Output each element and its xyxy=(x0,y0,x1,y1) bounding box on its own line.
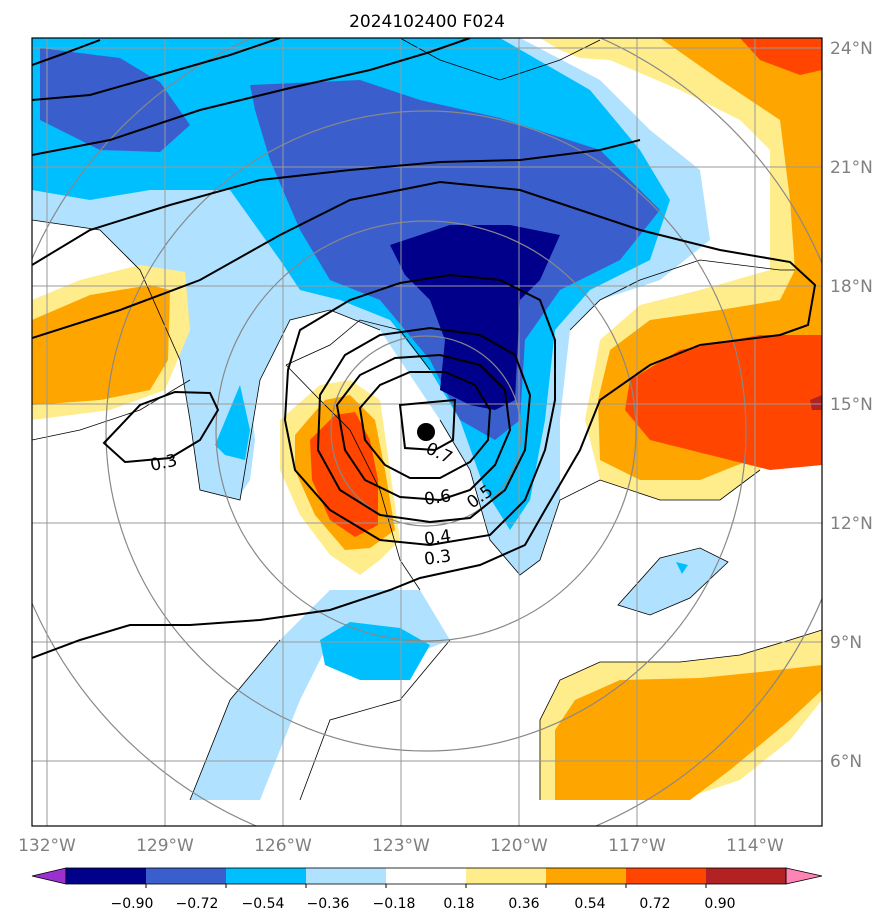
colorbar-tick-label: 0.18 xyxy=(443,896,474,912)
range-rings xyxy=(32,38,822,826)
lon-label: 129°W xyxy=(136,836,194,856)
positive-anomaly-field xyxy=(32,38,822,800)
lon-label: 126°W xyxy=(254,836,312,856)
colorbar-tick-label: 0.36 xyxy=(508,896,539,912)
lon-label: 120°W xyxy=(490,836,548,856)
storm-center-marker xyxy=(417,423,435,441)
colorbar-segment xyxy=(306,868,387,884)
thick-contours xyxy=(32,38,817,659)
colorbar-segment xyxy=(626,868,707,884)
map-frame xyxy=(31,37,823,827)
colorbar-tick-label: −0.90 xyxy=(111,896,154,912)
colorbar-tick-label: −0.54 xyxy=(242,896,285,912)
colorbar-extend-low xyxy=(31,867,67,885)
colorbar-tick-label: −0.36 xyxy=(307,896,350,912)
colorbar-segment xyxy=(546,868,627,884)
longitude-axis: 132°W 129°W 126°W 123°W 120°W 117°W 114°… xyxy=(18,836,784,856)
colorbar-tick-label: −0.18 xyxy=(373,896,416,912)
colorbar-tick-label: 0.54 xyxy=(574,896,605,912)
lat-label: 18°N xyxy=(830,277,873,297)
colorbar-tick-label: −0.72 xyxy=(176,896,219,912)
lon-label: 117°W xyxy=(608,836,666,856)
colorbar-segment xyxy=(386,868,467,884)
lat-label: 9°N xyxy=(830,633,862,653)
colorbar-tick-label: 0.90 xyxy=(704,896,735,912)
lon-label: 132°W xyxy=(18,836,76,856)
colorbar-segment xyxy=(226,868,307,884)
lat-label: 21°N xyxy=(830,158,873,178)
colorbar-frame xyxy=(65,867,787,885)
lon-label: 123°W xyxy=(372,836,430,856)
lat-label: 12°N xyxy=(830,514,873,534)
colorbar-segment xyxy=(66,868,147,884)
colorbar-tick-label: 0.72 xyxy=(639,896,670,912)
contour-label-0.6: 0.6 xyxy=(423,486,453,510)
lat-lon-grid xyxy=(32,38,822,826)
lat-label: 24°N xyxy=(830,39,873,59)
colorbar-segment xyxy=(146,868,227,884)
lat-label: 15°N xyxy=(830,395,873,415)
latitude-axis: 6°N 9°N 12°N 15°N 18°N 21°N 24°N xyxy=(830,39,873,772)
map-title: 2024102400 F024 xyxy=(349,12,505,32)
colorbar-segment xyxy=(706,868,787,884)
contour-label-0.3-south: 0.3 xyxy=(423,546,453,570)
lat-label: 6°N xyxy=(830,752,862,772)
contour-label-0.4: 0.4 xyxy=(423,526,453,550)
map-area: 0.3 0.7 0.6 0.5 0.4 0.3 xyxy=(32,38,822,826)
colorbar-segment xyxy=(466,868,547,884)
colorbar-ticks xyxy=(145,884,707,888)
colorbar-extend-high xyxy=(785,867,823,885)
lon-label: 114°W xyxy=(726,836,784,856)
colorbar-tick-labels: −0.90 −0.72 −0.54 −0.36 −0.18 0.18 0.36 … xyxy=(111,896,736,912)
colorbar: −0.90 −0.72 −0.54 −0.36 −0.18 0.18 0.36 … xyxy=(31,867,823,912)
colorbar-segments xyxy=(31,867,823,885)
